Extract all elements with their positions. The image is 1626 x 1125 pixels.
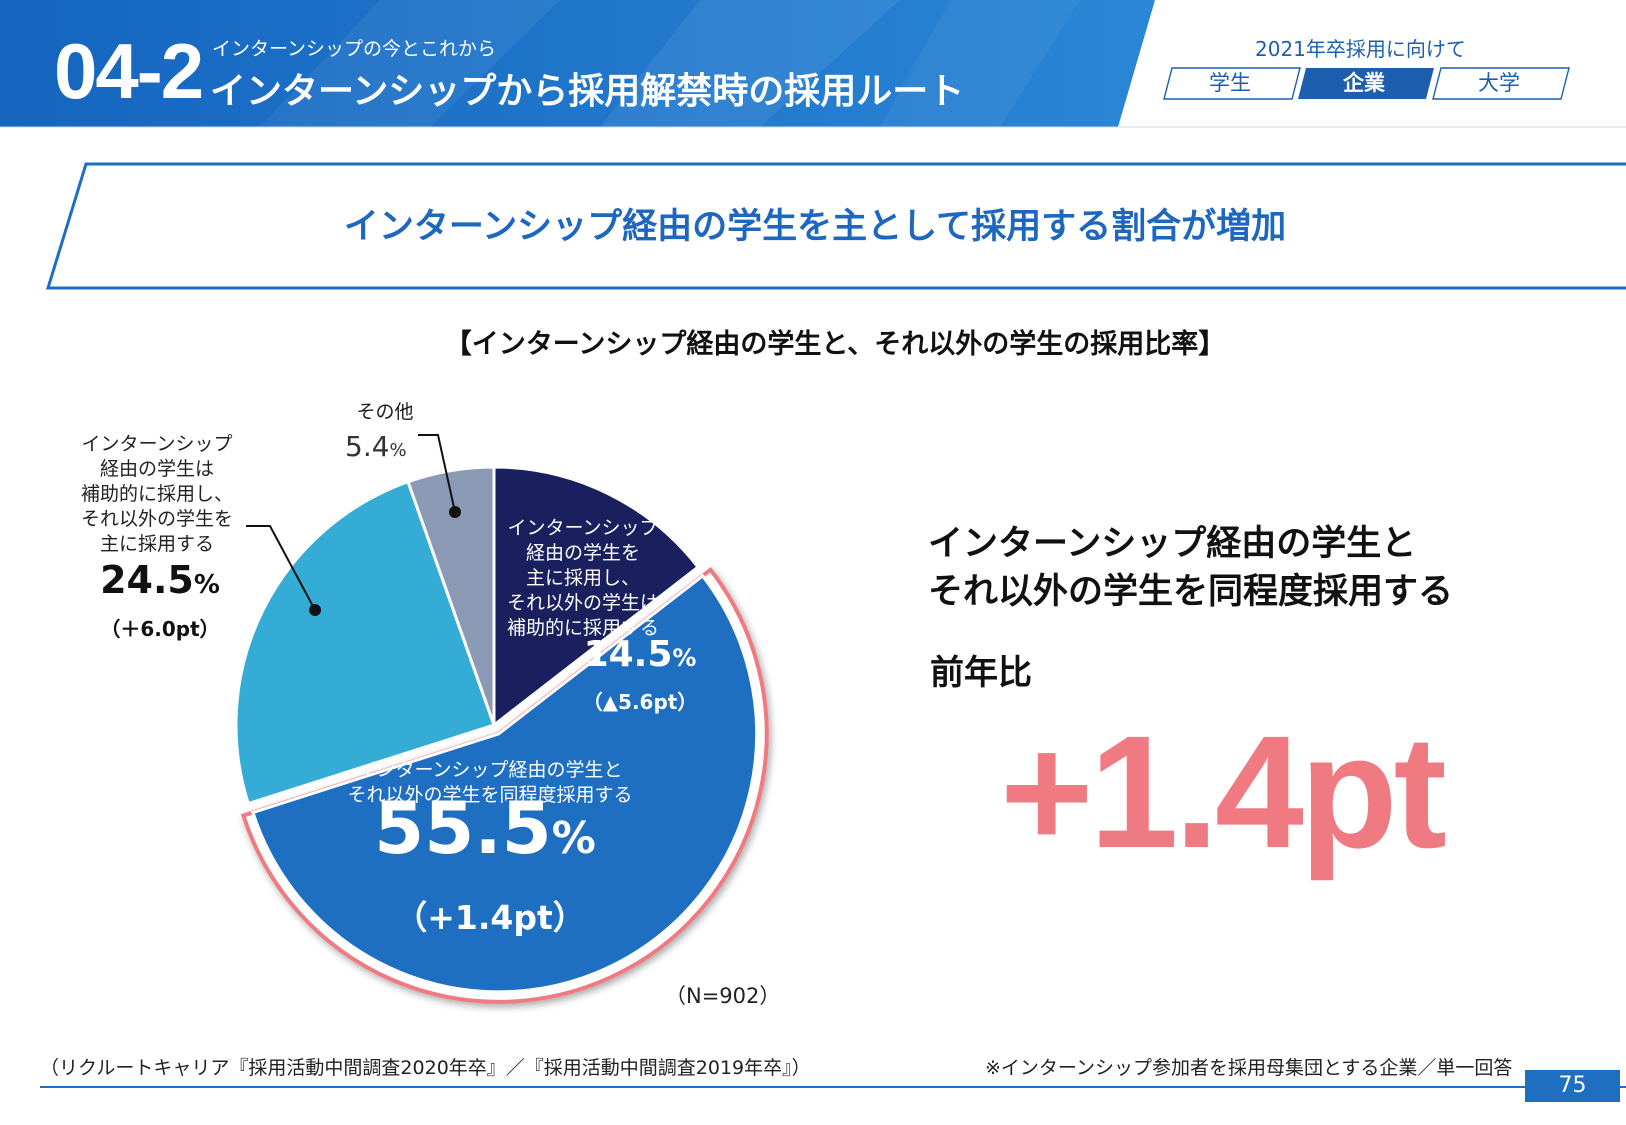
headline-frame [45,162,1626,290]
leader-dot-other [449,506,461,518]
pie-slice-equal [251,573,759,994]
label-other-value: 5.4% [345,430,407,463]
leader-dot-sub [309,604,321,616]
pie-slice-main [492,465,701,729]
callout-title: インターンシップ経由の学生と それ以外の学生を同程度採用する [928,524,1454,612]
label-sub-value: 24.5% [100,558,220,602]
section-number: 04-2 [54,27,204,115]
pie-slice-other [406,465,496,726]
label-equal-value: 55.5% [374,786,596,870]
target-label: 2021年卒採用に向けて [1255,37,1466,61]
leader-line-other [418,434,456,513]
section-subtitle: インターンシップの今とこれから [212,38,497,60]
label-equal-change: （+1.4pt） [394,898,586,937]
tab-company-frame[interactable] [1298,68,1434,99]
headline: インターンシップ経由の学生を主として採用する割合が増加 [343,207,1287,247]
tab-univ-frame[interactable] [1432,67,1570,100]
footer-rule [40,1086,1626,1088]
tab-company[interactable]: 企業 [1343,71,1385,95]
yoy-label: 前年比 [930,653,1032,693]
label-other-text: その他 [356,401,414,423]
chart-title: 【インターンシップ経由の学生と、それ以外の学生の採用比率】 [444,329,1226,360]
tab-university[interactable]: 大学 [1478,71,1520,95]
header-banner [0,0,1626,128]
label-main-value: 14.5% [583,634,697,675]
pie-slice-sub [234,479,496,806]
label-equal-text: インターンシップ経由の学生と それ以外の学生を同程度採用する [347,759,633,806]
label-main-change: （▲5.6pt） [582,690,698,714]
yoy-value: +1.4pt [1000,702,1447,881]
section-title: インターンシップから採用解禁時の採用ルート [210,71,965,112]
label-sub-text: インターンシップ 経由の学生は 補助的に採用し、 それ以外の学生を 主に採用する [80,433,233,555]
tab-student[interactable]: 学生 [1209,71,1251,95]
page-number: 75 [1525,1070,1620,1102]
label-sub-change: （＋6.0pt） [100,617,220,641]
tab-student-frame[interactable] [1163,67,1301,100]
leader-line-sub [246,525,316,611]
label-main-text: インターンシップ 経由の学生を 主に採用し、 それ以外の学生は 補助的に採用する [506,517,659,639]
sample-size: （N=902） [665,984,781,1008]
source-note: （リクルートキャリア『採用活動中間調査2020年卒』／『採用活動中間調査2019… [40,1057,811,1079]
survey-note: ※インターンシップ参加者を採用母集団とする企業／単一回答 [985,1057,1513,1079]
